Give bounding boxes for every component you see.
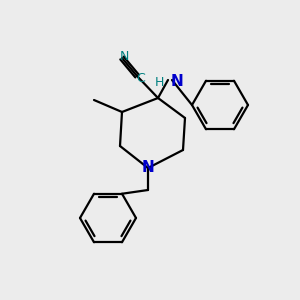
Text: C: C [136,73,146,85]
Text: N: N [142,160,154,175]
Text: N: N [171,74,184,89]
Text: H: H [154,76,164,88]
Text: N: N [119,50,129,64]
